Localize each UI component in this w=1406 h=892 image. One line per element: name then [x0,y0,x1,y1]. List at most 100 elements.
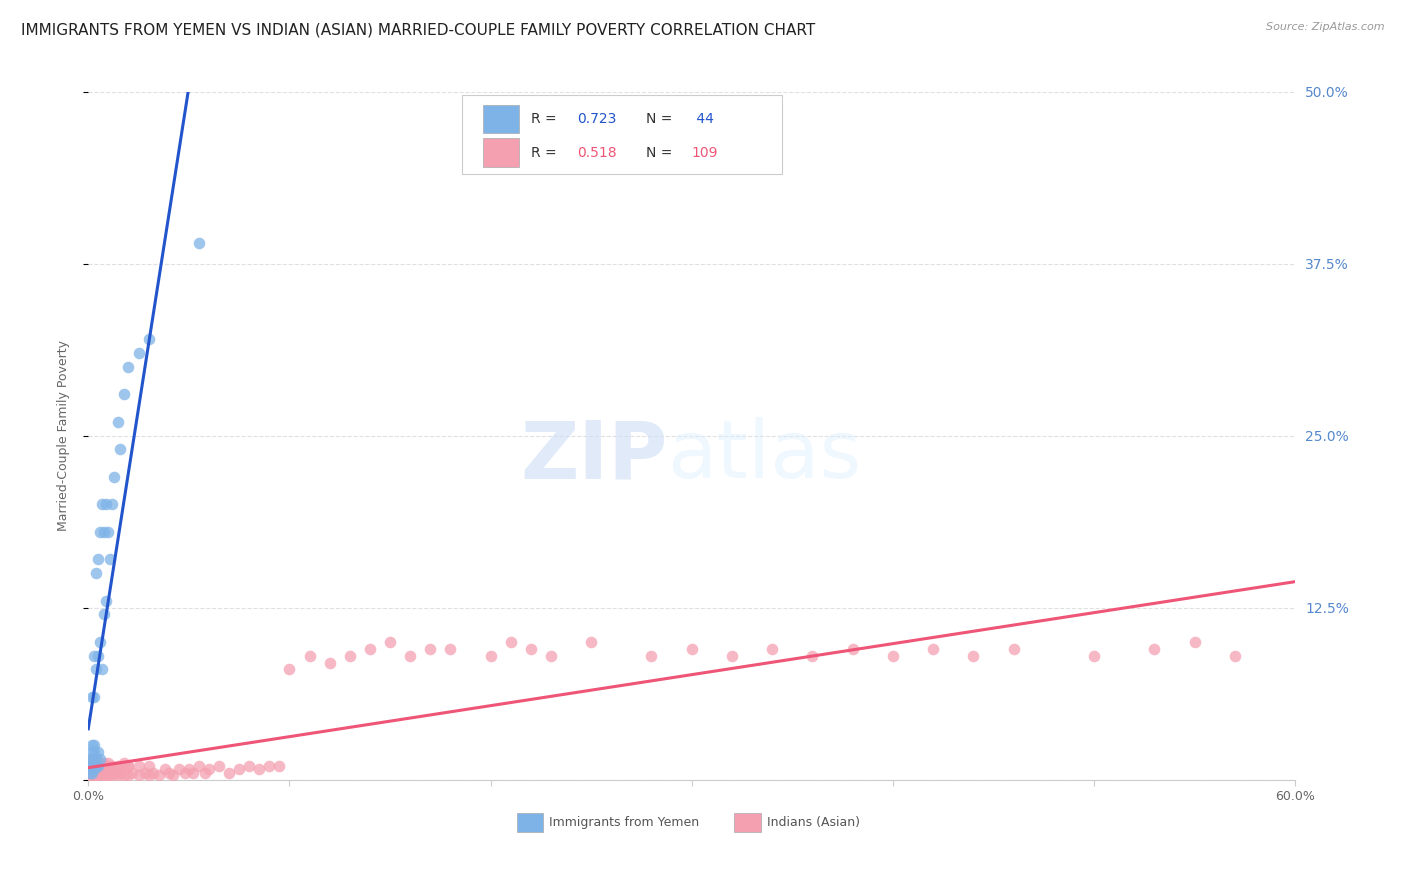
Point [89,635,111,649]
Point [89,756,111,770]
FancyBboxPatch shape [734,814,761,832]
Point [87,745,110,759]
Point [157,765,180,780]
Text: 109: 109 [692,146,718,160]
Point [79,752,101,766]
Point [98,765,121,780]
Point [83,745,105,759]
Point [84,752,107,766]
Point [96,765,118,780]
Point [79,758,101,772]
Point [107,768,129,782]
Point [187,236,209,251]
Point [101,758,124,772]
Point [83,762,105,776]
Point [107,415,129,429]
FancyBboxPatch shape [463,95,782,174]
Point [194,765,217,780]
Point [82,767,104,781]
Point [84,762,107,776]
Point [82,765,104,780]
Point [1184,635,1206,649]
Point [238,758,260,772]
Point [153,762,176,776]
Point [117,758,139,772]
Point [96,498,118,512]
Point [181,765,204,780]
Point [87,648,110,663]
Point [89,752,111,766]
Point [84,758,107,772]
Point [761,641,783,656]
Point [93,607,115,622]
Point [142,765,165,780]
Point [79,765,101,780]
Point [91,663,114,677]
Point [721,648,744,663]
Point [962,648,984,663]
Point [278,663,301,677]
Text: atlas: atlas [668,417,862,495]
Point [79,762,101,776]
Point [339,648,361,663]
Point [1143,641,1166,656]
Text: ZIP: ZIP [520,417,668,495]
Point [79,765,101,780]
Point [83,752,105,766]
Text: N =: N = [645,146,676,160]
Point [419,641,441,656]
Point [882,648,904,663]
Point [103,470,125,484]
Text: Immigrants from Yemen: Immigrants from Yemen [550,816,699,830]
Point [479,648,502,663]
Point [91,765,114,780]
Point [93,756,115,770]
Point [87,756,110,770]
Point [79,768,101,782]
Point [117,768,139,782]
Point [84,566,107,581]
Point [83,765,105,780]
Y-axis label: Married-Couple Family Poverty: Married-Couple Family Poverty [58,340,70,532]
Point [1083,648,1105,663]
Point [138,333,160,347]
Point [84,765,107,780]
Point [208,758,231,772]
Point [91,758,114,772]
Point [128,758,150,772]
Point [87,765,110,780]
Point [579,635,602,649]
FancyBboxPatch shape [517,814,543,832]
Point [228,762,250,776]
Point [681,641,703,656]
Point [82,752,104,766]
Point [167,762,190,776]
Point [93,762,115,776]
Point [128,768,150,782]
Text: Indians (Asian): Indians (Asian) [766,816,859,830]
Point [101,498,124,512]
Point [97,768,120,782]
Point [82,758,104,772]
Point [540,648,562,663]
FancyBboxPatch shape [482,104,519,134]
Point [162,768,184,782]
Point [79,762,101,776]
Point [83,765,105,780]
Point [93,768,115,782]
Point [134,765,156,780]
Point [148,768,170,782]
Point [128,346,150,360]
Point [91,498,114,512]
Point [82,764,104,779]
Point [93,762,115,776]
Point [117,758,139,772]
Point [259,758,281,772]
Point [1002,641,1025,656]
Point [801,648,824,663]
Point [83,758,105,772]
Point [84,663,107,677]
Point [359,641,381,656]
Point [83,738,105,752]
Point [89,765,111,780]
